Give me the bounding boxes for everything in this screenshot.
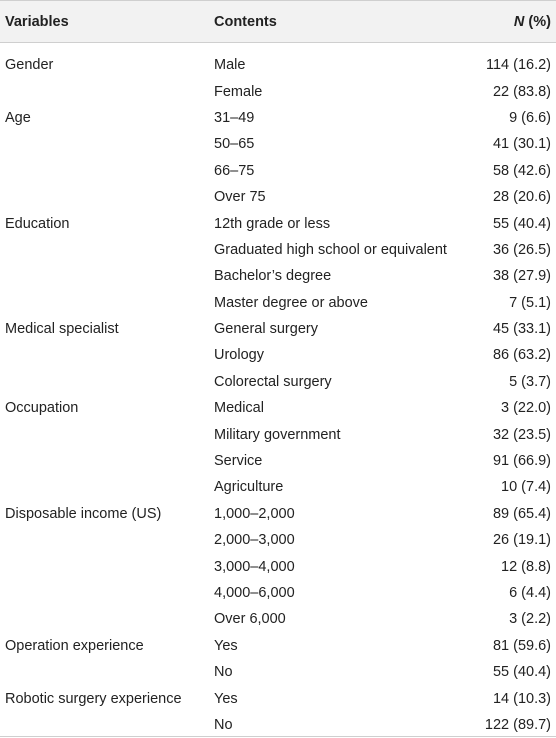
cell-content: Male — [214, 57, 246, 74]
cell-value: 6 (4.4) — [509, 585, 551, 601]
cell-variable: Age — [5, 109, 31, 126]
cell-value: 114 (16.2) — [485, 57, 551, 74]
cell-content: No — [214, 664, 233, 681]
cell-value: 58 (42.6) — [492, 162, 551, 179]
cell-content: Over 6,000 — [214, 611, 286, 628]
cell-value: 12 (8.8) — [501, 558, 551, 575]
cell-variable: Operation experience — [5, 637, 144, 654]
table-row: Urology 86 (63.2) — [0, 342, 556, 368]
cell-value: 45 (33.1) — [492, 321, 551, 338]
cell-content: 66–75 — [214, 162, 255, 179]
cell-content: General surgery — [214, 321, 318, 338]
cell-content: No — [214, 716, 233, 733]
table-row: Gender Male 114 (16.2) — [0, 52, 556, 78]
cell-content: 1,000–2,000 — [214, 505, 295, 522]
cell-content: Bachelor’s degree — [214, 268, 332, 285]
cell-content: 3,000–4,000 — [214, 558, 295, 575]
table-body: Gender Male 114 (16.2) Female 22 (83.8) Age 31… — [0, 43, 556, 738]
cell-value: 86 (63.2) — [492, 347, 551, 364]
table-row: Female 22 (83.8) — [0, 78, 556, 104]
table-row: Education 12th grade or less 55 (40.4) — [0, 210, 556, 236]
table-row: Over 75 28 (20.6) — [0, 184, 556, 210]
cell-value: 26 (19.1) — [492, 532, 551, 549]
cell-value: 36 (26.5) — [492, 241, 551, 258]
table-row: Operation experience Yes 81 (59.6) — [0, 633, 556, 659]
header-n-percent: N (%) — [449, 14, 551, 30]
cell-value: 38 (27.9) — [492, 268, 551, 285]
table-row: Occupation Medical 3 (22.0) — [0, 395, 556, 421]
cell-variable: Disposable income (US) — [5, 505, 162, 522]
table-row: Master degree or above 7 (5.1) — [0, 290, 556, 316]
cell-content: Yes — [214, 690, 238, 707]
cell-content: 50–65 — [214, 136, 255, 153]
header-percent: (%) — [524, 13, 551, 30]
cell-content: Over 75 — [214, 189, 266, 206]
cell-value: 91 (66.9) — [492, 453, 551, 470]
cell-content: Master degree or above — [214, 294, 368, 311]
cell-content: Colorectal surgery — [214, 373, 332, 390]
cell-value: 7 (5.1) — [509, 294, 551, 311]
cell-value: 5 (3.7) — [509, 373, 551, 390]
table-row: Disposable income (US) 1,000–2,000 89 (65.… — [0, 501, 556, 527]
cell-value: 22 (83.8) — [492, 83, 551, 100]
table-row: Robotic surgery experience Yes 14 (10.3) — [0, 685, 556, 711]
cell-value: 10 (7.4) — [501, 479, 551, 496]
cell-content: 2,000–3,000 — [214, 532, 295, 549]
cell-value: 89 (65.4) — [492, 505, 551, 522]
cell-content: 12th grade or less — [214, 215, 331, 232]
cell-value: 55 (40.4) — [492, 664, 551, 681]
cell-value: 81 (59.6) — [492, 637, 551, 654]
cell-value: 28 (20.6) — [492, 189, 551, 206]
cell-variable: Robotic surgery experience — [5, 690, 182, 707]
cell-value: 3 (2.2) — [509, 611, 551, 628]
cell-content: Yes — [214, 637, 238, 654]
table-row: 3,000–4,000 12 (8.8) — [0, 553, 556, 579]
table-row: Medical specialist General surgery 45 (33.… — [0, 316, 556, 342]
header-contents: Contents — [214, 13, 277, 30]
cell-content: Female — [214, 83, 263, 100]
table-row: 66–75 58 (42.6) — [0, 158, 556, 184]
cell-content: Service — [214, 453, 263, 470]
table-row: Graduated high school or equivalent 36 (2… — [0, 237, 556, 263]
cell-content: Urology — [214, 347, 264, 364]
cell-variable: Education — [5, 215, 70, 232]
cell-value: 3 (22.0) — [501, 400, 551, 417]
table-row: 50–65 41 (30.1) — [0, 131, 556, 157]
table-row: No 55 (40.4) — [0, 659, 556, 685]
table-header: Variables Contents N (%) — [0, 0, 556, 43]
cell-value: 32 (23.5) — [492, 426, 551, 443]
cell-content: 31–49 — [214, 109, 255, 126]
table-row: 2,000–3,000 26 (19.1) — [0, 527, 556, 553]
table-row: No 122 (89.7) — [0, 712, 556, 738]
cell-content: Medical — [214, 400, 264, 417]
cell-variable: Medical specialist — [5, 321, 119, 338]
cell-content: 4,000–6,000 — [214, 585, 295, 601]
cell-variable: Occupation — [5, 400, 79, 417]
table-row: Service 91 (66.9) — [0, 448, 556, 474]
table-row: Age 31–49 9 (6.6) — [0, 105, 556, 131]
table-row: 4,000–6,000 6 (4.4) — [0, 580, 556, 606]
table-row: Bachelor’s degree 38 (27.9) — [0, 263, 556, 289]
cell-content: Graduated high school or equivalent — [214, 241, 447, 258]
cell-value: 41 (30.1) — [492, 136, 551, 153]
header-n: N — [513, 13, 525, 30]
cell-value: 122 (89.7) — [484, 716, 551, 733]
table-row: Colorectal surgery 5 (3.7) — [0, 369, 556, 395]
cell-variable: Gender — [5, 57, 54, 74]
table-row: Agriculture 10 (7.4) — [0, 474, 556, 500]
cell-value: 9 (6.6) — [509, 109, 551, 126]
cell-content: Military government — [214, 426, 341, 443]
table-row: Over 6,000 3 (2.2) — [0, 606, 556, 632]
cell-value: 14 (10.3) — [492, 690, 551, 707]
header-variables: Variables — [5, 13, 69, 30]
cell-content: Agriculture — [214, 479, 284, 496]
cell-value: 55 (40.4) — [492, 215, 551, 232]
table-row: Military government 32 (23.5) — [0, 421, 556, 447]
